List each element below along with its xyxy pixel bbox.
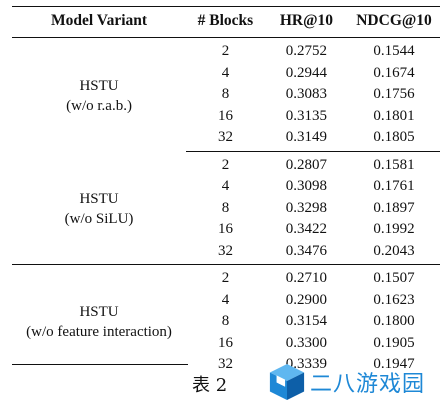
blocks-cell: 2 (221, 43, 230, 59)
hr-cell: 0.3476 (264, 240, 349, 265)
hr-cell: 0.2710 (285, 270, 328, 286)
results-table-container: Model Variant # Blocks HR@10 NDCG@10 HST… (12, 6, 440, 376)
variant-cell: HSTU (w/o feature interaction) (12, 265, 186, 376)
variant-name: HSTU (79, 78, 119, 94)
table-row: HSTU (w/o r.a.b.) 2 0.2752 0.1544 (12, 38, 440, 114)
blocks-cell: 4 (221, 64, 230, 81)
hr-cell: 0.3149 (264, 127, 349, 152)
ndcg-cell: 0.1905 (373, 334, 415, 351)
table-row: 8 0.3083 0.1756 (12, 84, 440, 106)
ndcg-cell: 0.1801 (373, 107, 415, 124)
hr-cell: 0.3135 (285, 107, 328, 124)
ndcg-cell: 0.1581 (373, 156, 415, 173)
blocks-cell: 2 (221, 156, 230, 173)
blocks-cell: 8 (221, 199, 230, 216)
ndcg-cell: 0.1947 (373, 356, 415, 372)
header-blocks: # Blocks (186, 6, 265, 38)
hr-cell: 0.2752 (285, 43, 328, 59)
table-row: 32 0.3339 0.1947 (12, 354, 440, 376)
header-hr10: HR@10 (264, 6, 349, 38)
variant-name: HSTU (79, 303, 119, 320)
table-row: 4 0.2900 0.1623 (12, 290, 440, 312)
hr-cell: 0.3098 (285, 178, 328, 194)
header-model-variant: Model Variant (12, 6, 187, 38)
ndcg-cell: 0.1623 (373, 291, 415, 308)
table-row: 4 0.3098 0.1761 (12, 176, 440, 198)
ndcg-cell: 0.2043 (348, 240, 440, 265)
table-header-row: Model Variant # Blocks HR@10 NDCG@10 (12, 6, 440, 38)
watermark: 二八游戏园 (268, 360, 442, 404)
table-row: 32 0.3149 0.1805 (12, 127, 440, 152)
ndcg-cell: 0.1674 (373, 64, 415, 81)
blocks-cell: 16 (217, 334, 233, 351)
bottom-rule (12, 364, 188, 365)
ndcg-cell: 0.1761 (373, 178, 415, 194)
table-row: 8 0.3154 0.1800 (12, 311, 440, 333)
ndcg-cell: 0.1756 (373, 86, 415, 102)
ndcg-cell: 0.1544 (373, 43, 415, 59)
ndcg-cell: 0.1897 (373, 199, 415, 216)
hr-cell: 0.3339 (285, 356, 328, 372)
blocks-cell: 8 (221, 313, 230, 329)
header-ndcg10: NDCG@10 (348, 6, 440, 38)
table-row: 4 0.2944 0.1674 (12, 63, 440, 85)
variant-qualifier: (w/o r.a.b.) (66, 98, 132, 114)
blocks-cell: 32 (186, 240, 265, 265)
blocks-cell: 16 (217, 221, 233, 237)
variant-cell: HSTU (w/o SiLU) (12, 151, 187, 265)
variant-qualifier: (w/o SiLU) (64, 211, 134, 227)
hr-cell: 0.3083 (285, 86, 328, 102)
table-row: 16 0.3422 0.1992 (12, 219, 440, 241)
hr-cell: 0.3300 (285, 334, 328, 351)
table-row: HSTU (w/o feature interaction) 2 0.2710 … (12, 265, 440, 340)
blocks-cell: 4 (221, 291, 230, 308)
table-row: 32 0.3476 0.2043 (12, 240, 440, 265)
ndcg-cell: 0.1507 (373, 270, 415, 286)
variant-qualifier: (w/o feature interaction) (26, 323, 172, 340)
ablation-results-table: Model Variant # Blocks HR@10 NDCG@10 HST… (12, 6, 440, 376)
hr-cell: 0.2944 (285, 64, 328, 81)
variant-cell: HSTU (w/o r.a.b.) (12, 38, 186, 152)
hr-cell: 0.3154 (285, 313, 328, 329)
ndcg-cell: 0.1992 (373, 221, 415, 237)
blocks-cell: 16 (217, 107, 233, 124)
table-row: 8 0.3298 0.1897 (12, 198, 440, 220)
hr-cell: 0.2900 (285, 291, 328, 308)
variant-name: HSTU (79, 191, 119, 207)
table-row: 16 0.3135 0.1801 (12, 106, 440, 128)
table-caption: 表 2 (192, 375, 228, 396)
hr-cell: 0.2807 (285, 156, 328, 173)
table-row: 16 0.3300 0.1905 (12, 333, 440, 355)
blocks-cell: 8 (221, 86, 230, 102)
ndcg-cell: 0.1805 (348, 127, 440, 152)
table-row: HSTU (w/o SiLU) 2 0.2807 0.1581 (12, 151, 440, 265)
cube-logo-icon (269, 363, 305, 401)
hr-cell: 0.3422 (285, 221, 328, 237)
blocks-cell: 32 (217, 356, 233, 372)
ndcg-cell: 0.1800 (373, 313, 415, 329)
blocks-cell: 32 (186, 127, 265, 152)
blocks-cell: 2 (221, 270, 230, 286)
watermark-text: 二八游戏园 (310, 372, 426, 397)
hr-cell: 0.3298 (285, 199, 328, 216)
blocks-cell: 4 (221, 178, 230, 194)
